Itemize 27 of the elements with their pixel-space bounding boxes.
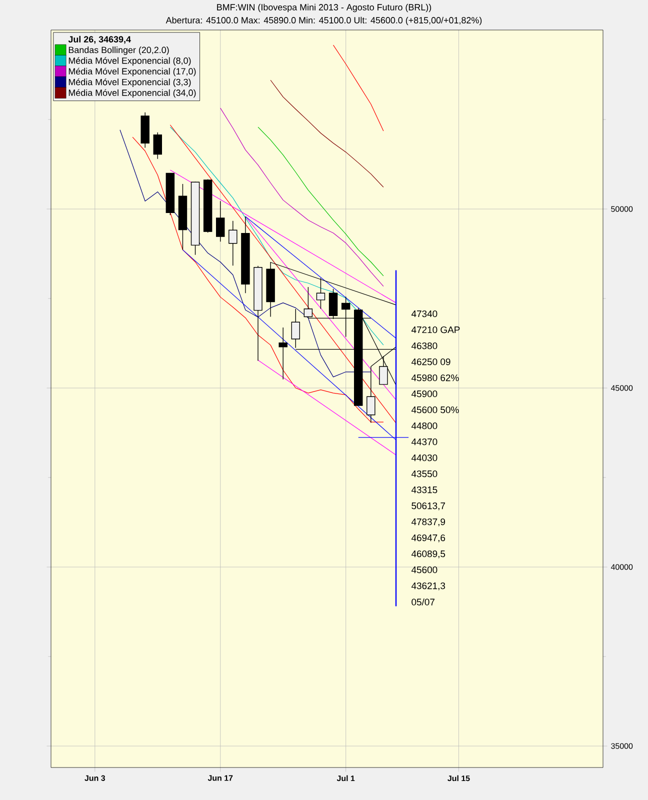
legend-label: Média Móvel Exponencial (3,3) <box>68 78 191 87</box>
annotation: 45600 50% <box>411 406 459 414</box>
annotation: 44030 <box>411 454 438 462</box>
legend-label: Média Móvel Exponencial (34,0) <box>68 89 196 98</box>
annotation: 45600 <box>411 566 438 574</box>
legend-label: Média Móvel Exponencial (17,0) <box>68 68 196 76</box>
chart-subtitle: Abertura: 45100.0 Max: 45890.0 Min: 45100.0 Ult: 45600.0 (+815,00/+01,82%) <box>166 16 482 26</box>
annotation: 46380 <box>411 342 438 350</box>
annotation: 43315 <box>411 486 438 494</box>
annotation: 43621,3 <box>411 582 446 590</box>
annotation: 47210 GAP <box>411 326 460 334</box>
annotation: 45900 <box>411 390 438 398</box>
chart-title: BMF:WIN (Ibovespa Mini 2013 - Agosto Futuro (BRL)) <box>217 4 432 12</box>
annotation: 47340 <box>411 310 438 318</box>
annotation: 50613,7 <box>412 502 445 510</box>
annotation: 45980 62% <box>411 374 459 382</box>
legend-title: Jul 26, 34639,4 <box>68 36 131 44</box>
legend-label: Média Móvel Exponencial (8,0) <box>68 57 191 66</box>
annotation: 47837,9 <box>411 518 446 526</box>
annotation: 05/07 <box>412 598 434 606</box>
annotation: 46250 09 <box>411 358 450 366</box>
annotation: 46089,5 <box>411 550 446 558</box>
annotation: 46947,6 <box>411 534 446 542</box>
annotation: 43550 <box>411 470 438 478</box>
annotation: 44800 <box>411 422 438 430</box>
legend-label: Bandas Bollinger (20,2.0) <box>68 46 169 55</box>
annotation: 44370 <box>411 438 438 446</box>
